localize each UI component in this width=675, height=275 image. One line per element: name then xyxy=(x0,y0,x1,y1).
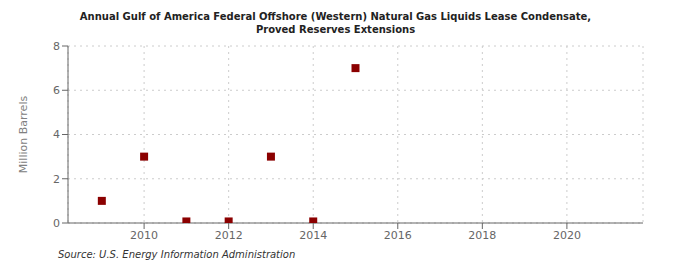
svg-text:0: 0 xyxy=(53,217,60,230)
svg-text:2014: 2014 xyxy=(299,229,327,242)
svg-text:6: 6 xyxy=(53,84,60,97)
svg-text:4: 4 xyxy=(53,128,60,141)
html-text:Proved Reserves Extensions: Proved Reserves Extensions xyxy=(255,24,416,35)
svg-text:2020: 2020 xyxy=(553,229,581,242)
svg-text:2016: 2016 xyxy=(384,229,412,242)
html-text:Annual Gulf of America Federal: Annual Gulf of America Federal Offshore … xyxy=(79,11,592,22)
html-text:Source: U.S. Energy Informatio: Source: U.S. Energy Information Administ… xyxy=(58,249,296,260)
svg-text:2018: 2018 xyxy=(468,229,496,242)
svg-text:2012: 2012 xyxy=(215,229,243,242)
svg-text:2010: 2010 xyxy=(130,229,158,242)
svg-text:Million Barrels: Million Barrels xyxy=(17,96,30,174)
svg-text:8: 8 xyxy=(53,40,60,53)
svg-text:2: 2 xyxy=(53,173,60,186)
